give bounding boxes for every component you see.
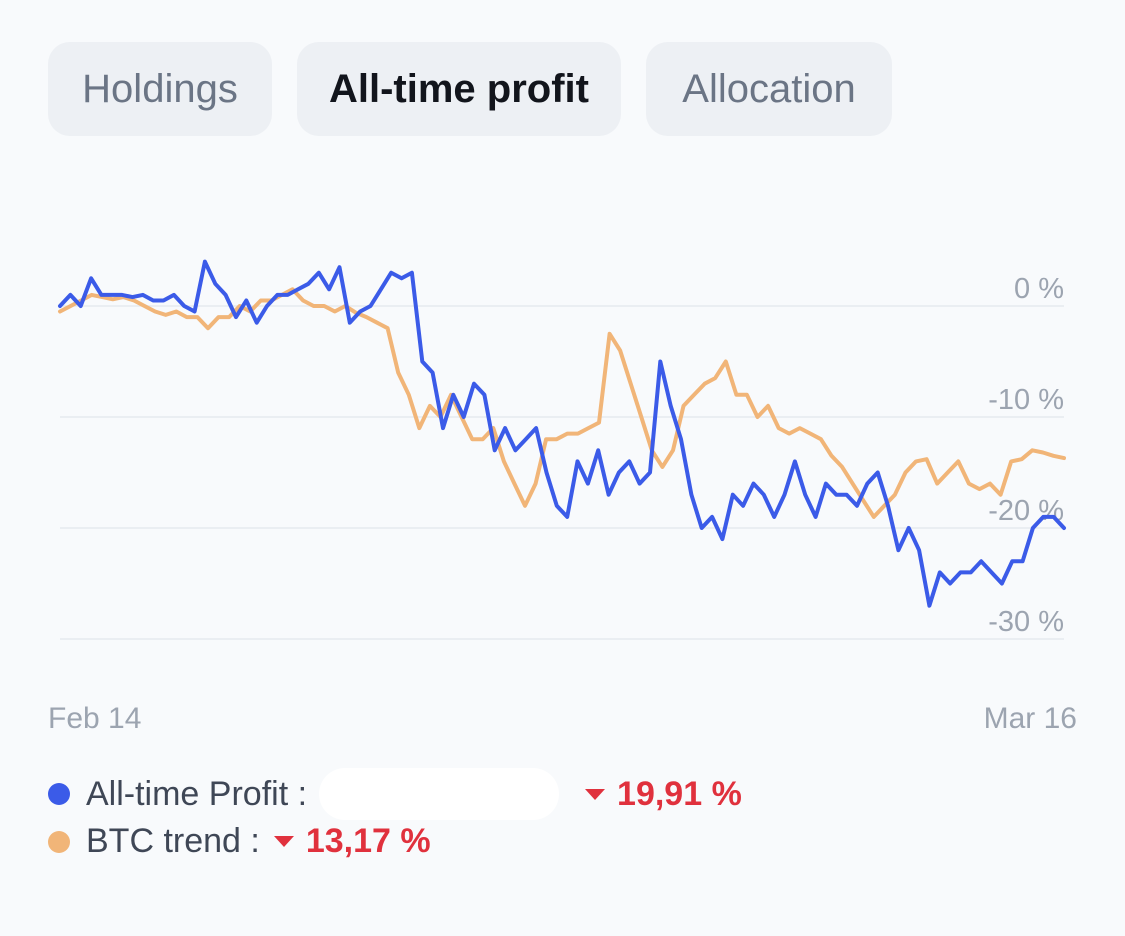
legend-btc-trend: BTC trend : 13,17 %: [48, 822, 431, 861]
tab-allocation[interactable]: Allocation: [646, 42, 892, 136]
tab-all-time-profit[interactable]: All-time profit: [297, 42, 621, 136]
y-tick-label: -20 %: [988, 495, 1064, 527]
btc-dot-icon: [48, 830, 70, 853]
caret-down-icon: [585, 788, 606, 800]
legend-profit-label: All-time Profit :: [86, 774, 308, 813]
x-axis-labels: Feb 14 Mar 16: [48, 702, 1077, 742]
legend-profit-value: 19,91 %: [617, 774, 742, 813]
y-tick-label: 0 %: [1014, 273, 1064, 305]
tab-holdings[interactable]: Holdings: [48, 42, 272, 136]
caret-down-icon: [273, 836, 294, 847]
profit-chart: 0 % -10 % -20 % -30 %: [58, 259, 1066, 640]
series-line-btc-trend: [58, 287, 1066, 519]
redacted-value: [319, 768, 560, 820]
y-tick-label: -10 %: [988, 384, 1064, 416]
legend-btc-value: 13,17 %: [305, 822, 431, 860]
y-tick-label: -30 %: [988, 606, 1064, 638]
series-line-all-time-profit: [58, 259, 1066, 608]
x-label-end: Mar 16: [983, 702, 1077, 735]
legend-all-time-profit: All-time Profit : 19,91 %: [48, 768, 742, 820]
legend-btc-label: BTC trend :: [86, 822, 260, 860]
tab-bar: Holdings All-time profit Allocation: [48, 42, 892, 136]
x-label-start: Feb 14: [48, 702, 142, 735]
profit-dot-icon: [48, 783, 70, 805]
